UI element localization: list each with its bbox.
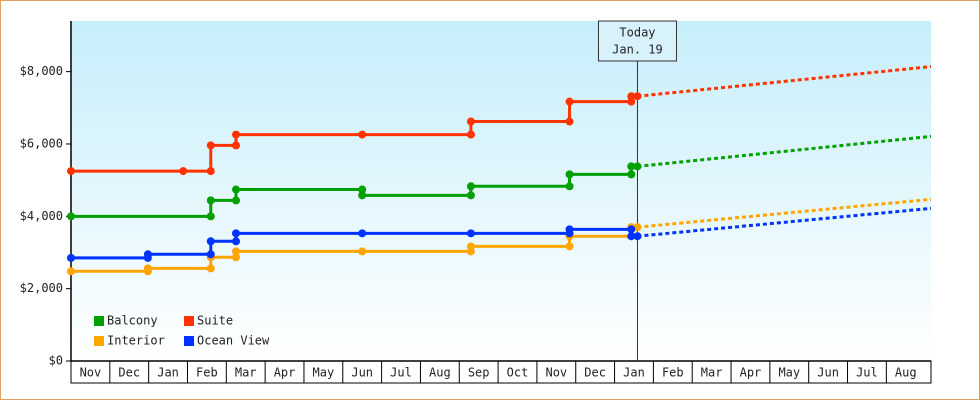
- data-point: [358, 191, 367, 200]
- forecast-line: [637, 206, 932, 238]
- data-point: [466, 130, 475, 139]
- data-point: [358, 229, 367, 238]
- x-tick-label: Mar: [701, 366, 723, 380]
- forecast-line: [637, 197, 932, 229]
- data-point: [67, 267, 75, 276]
- x-tick-label: Feb: [196, 366, 218, 380]
- data-point: [466, 242, 475, 251]
- data-point: [179, 167, 188, 176]
- data-point: [67, 253, 75, 262]
- data-point: [633, 92, 642, 101]
- x-tick-label: Aug: [895, 366, 917, 380]
- legend-swatch: [94, 316, 104, 326]
- x-tick-label: Jun: [351, 366, 373, 380]
- data-point: [358, 130, 367, 139]
- series-line: [71, 164, 638, 218]
- x-tick-label: Jul: [390, 366, 412, 380]
- data-point: [232, 196, 241, 205]
- data-point: [232, 253, 241, 262]
- forecast-line: [637, 134, 932, 168]
- y-tick-label: $6,000: [20, 136, 63, 150]
- data-point: [358, 185, 367, 194]
- data-point: [67, 167, 75, 176]
- today-box: [597, 20, 677, 62]
- data-point: [633, 232, 642, 241]
- data-point: [232, 247, 241, 256]
- y-tick-label: $8,000: [20, 64, 63, 78]
- x-tick-label: Oct: [507, 366, 529, 380]
- legend-swatch: [184, 336, 194, 346]
- x-tick-label: May: [778, 366, 800, 380]
- data-point: [466, 182, 475, 191]
- data-point: [67, 212, 75, 221]
- data-point: [143, 264, 152, 273]
- data-point: [206, 167, 215, 176]
- data-point: [232, 185, 241, 194]
- x-tick-label: Nov: [545, 366, 567, 380]
- data-point: [627, 170, 636, 179]
- x-tick-label: Jul: [856, 366, 878, 380]
- data-point: [466, 229, 475, 238]
- data-point: [206, 212, 215, 221]
- data-point: [565, 117, 574, 126]
- x-tick-label: Aug: [429, 366, 451, 380]
- data-point: [627, 162, 636, 171]
- x-tick-label: May: [313, 366, 335, 380]
- today-label: Today: [619, 26, 655, 40]
- legend-label: Interior: [107, 334, 165, 348]
- data-point: [565, 182, 574, 191]
- data-point: [466, 117, 475, 126]
- data-point: [627, 232, 636, 241]
- series-line: [71, 94, 638, 173]
- data-point: [565, 170, 574, 179]
- x-tick-label: Jan: [623, 366, 645, 380]
- x-tick-label: Sep: [468, 366, 490, 380]
- x-tick-label: Jun: [817, 366, 839, 380]
- data-point: [143, 250, 152, 259]
- data-point: [633, 223, 642, 232]
- data-point: [565, 97, 574, 106]
- forecast-line: [637, 65, 932, 98]
- legend-swatch: [94, 336, 104, 346]
- x-tick-label: Dec: [118, 366, 140, 380]
- x-tick-label: Apr: [274, 366, 296, 380]
- x-tick-label: Nov: [80, 366, 102, 380]
- legend-label: Balcony: [107, 314, 158, 328]
- data-point: [565, 225, 574, 234]
- x-tick-label: Dec: [584, 366, 606, 380]
- data-point: [232, 229, 241, 238]
- series-line: [71, 227, 638, 260]
- x-tick-label: Jan: [157, 366, 179, 380]
- data-point: [627, 225, 636, 234]
- data-point: [627, 92, 636, 101]
- x-tick-label: Apr: [740, 366, 762, 380]
- data-point: [206, 264, 215, 273]
- data-point: [358, 247, 367, 256]
- data-point: [565, 242, 574, 251]
- legend-swatch: [184, 316, 194, 326]
- data-point: [232, 141, 241, 150]
- data-point: [633, 162, 642, 171]
- data-point: [206, 196, 215, 205]
- data-point: [206, 237, 215, 246]
- data-point: [206, 141, 215, 150]
- data-point: [232, 237, 241, 246]
- y-tick-label: $0: [49, 354, 63, 368]
- today-date: Jan. 19: [612, 43, 663, 57]
- data-point: [206, 250, 215, 259]
- data-point: [232, 130, 241, 139]
- x-tick-label: Mar: [235, 366, 257, 380]
- y-tick-label: $2,000: [20, 281, 63, 295]
- x-tick-label: Feb: [662, 366, 684, 380]
- legend-label: Suite: [197, 314, 233, 328]
- plot-area: [71, 21, 931, 361]
- y-tick-label: $4,000: [20, 209, 63, 223]
- data-point: [466, 191, 475, 200]
- legend-label: Ocean View: [197, 334, 270, 348]
